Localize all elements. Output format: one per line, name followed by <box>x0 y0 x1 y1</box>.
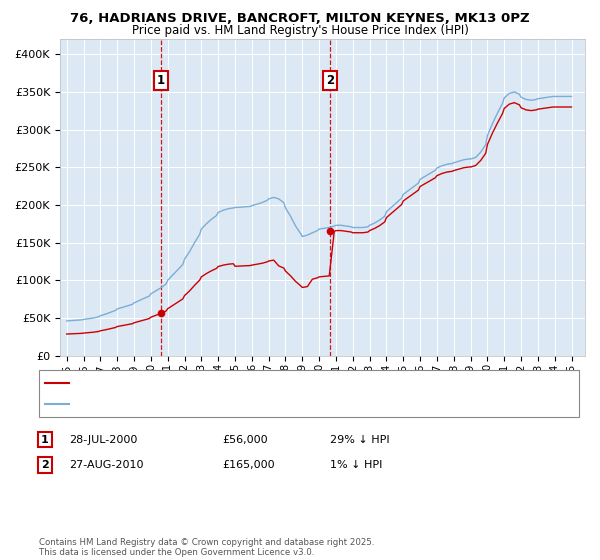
Text: £56,000: £56,000 <box>222 435 268 445</box>
Text: 1% ↓ HPI: 1% ↓ HPI <box>330 460 382 470</box>
Text: 2: 2 <box>41 460 49 470</box>
Text: 1: 1 <box>157 74 165 87</box>
Text: 76, HADRIANS DRIVE, BANCROFT, MILTON KEYNES, MK13 0PZ (semi-detached house): 76, HADRIANS DRIVE, BANCROFT, MILTON KEY… <box>72 378 490 388</box>
Text: 27-AUG-2010: 27-AUG-2010 <box>69 460 143 470</box>
Text: 29% ↓ HPI: 29% ↓ HPI <box>330 435 389 445</box>
Text: Contains HM Land Registry data © Crown copyright and database right 2025.
This d: Contains HM Land Registry data © Crown c… <box>39 538 374 557</box>
Text: £165,000: £165,000 <box>222 460 275 470</box>
Text: 76, HADRIANS DRIVE, BANCROFT, MILTON KEYNES, MK13 0PZ: 76, HADRIANS DRIVE, BANCROFT, MILTON KEY… <box>70 12 530 25</box>
Text: Price paid vs. HM Land Registry's House Price Index (HPI): Price paid vs. HM Land Registry's House … <box>131 24 469 36</box>
Text: 1: 1 <box>41 435 49 445</box>
Text: 2: 2 <box>326 74 334 87</box>
Text: HPI: Average price, semi-detached house, Milton Keynes: HPI: Average price, semi-detached house,… <box>72 399 348 409</box>
Text: 28-JUL-2000: 28-JUL-2000 <box>69 435 137 445</box>
